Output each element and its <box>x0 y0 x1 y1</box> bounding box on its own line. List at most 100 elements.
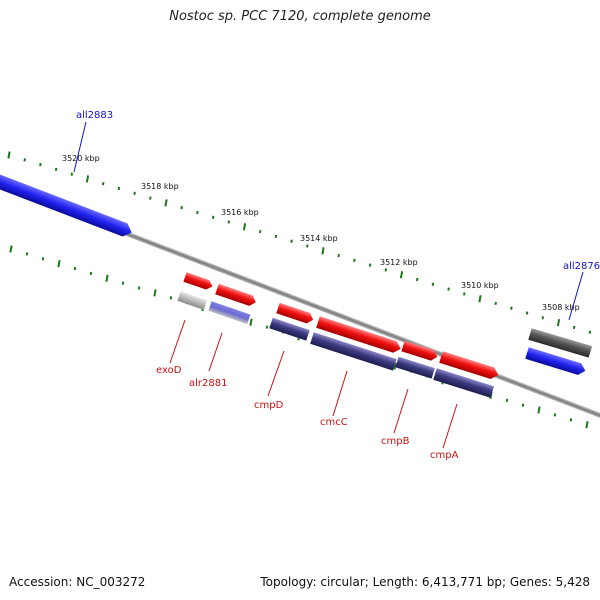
minor-tick <box>306 244 309 248</box>
callout-exoD <box>169 319 186 364</box>
callout-cmpD <box>267 350 285 397</box>
tick-label: 3520 kbp <box>62 154 100 163</box>
minor-tick <box>70 172 74 176</box>
tick-label: 3518 kbp <box>141 182 179 191</box>
gene-label-all2876[interactable]: all2876 <box>563 261 600 272</box>
genome-stats-text: Topology: circular; Length: 6,413,771 bp… <box>260 575 590 589</box>
gene-label-exoD[interactable]: exoD <box>156 365 182 376</box>
minor-tick <box>510 306 513 310</box>
callout-cmpA <box>442 403 458 449</box>
major-tick <box>7 151 11 159</box>
gene-label-cmcC[interactable]: cmcC <box>320 417 348 428</box>
minor-tick <box>494 301 497 306</box>
minor-tick <box>415 277 419 282</box>
major-tick <box>57 259 61 268</box>
accession-text: Accession: NC_003272 <box>9 575 146 589</box>
tick-label: 3516 kbp <box>221 208 259 217</box>
callout-lines <box>73 121 584 449</box>
protein-feature-cmpA[interactable] <box>433 368 495 398</box>
callout-all2883 <box>73 121 87 173</box>
protein-feature-cmpB[interactable] <box>395 356 435 379</box>
cds-cmpB[interactable] <box>401 340 439 362</box>
minor-tick <box>23 158 26 162</box>
minor-tick <box>258 229 262 234</box>
minor-tick <box>588 330 592 334</box>
minor-tick <box>337 253 340 258</box>
cds-exoD[interactable] <box>183 272 214 291</box>
major-tick <box>249 318 253 326</box>
gene-all2883[interactable] <box>0 171 134 239</box>
minor-tick <box>101 182 105 186</box>
major-tick <box>585 421 589 429</box>
cds-cmcC[interactable] <box>316 316 402 354</box>
minor-tick <box>553 413 557 417</box>
tick-label: 3512 kbp <box>380 258 418 267</box>
minor-tick <box>180 206 183 210</box>
minor-tick <box>137 286 141 290</box>
major-tick <box>153 289 157 297</box>
map-title: Nostoc sp. PCC 7120, complete genome <box>169 9 431 24</box>
gene-all2876[interactable] <box>525 347 587 376</box>
minor-tick <box>274 234 278 239</box>
minor-tick <box>196 210 199 215</box>
minor-tick <box>149 196 152 200</box>
protein-feature-cmcC[interactable] <box>310 332 397 371</box>
misc-feature-alr2881[interactable] <box>208 301 251 325</box>
major-tick <box>393 362 397 370</box>
gene-label-cmpD[interactable]: cmpD <box>254 400 284 411</box>
minor-tick <box>353 258 356 262</box>
major-tick <box>164 199 168 207</box>
gene-label-alr2881[interactable]: alr2881 <box>189 378 227 389</box>
misc-feature-exoD[interactable] <box>177 291 208 310</box>
minor-tick <box>39 162 42 167</box>
minor-tick <box>121 281 125 285</box>
minor-tick <box>525 311 529 315</box>
minor-tick <box>73 266 77 271</box>
gene-label-cmpB[interactable]: cmpB <box>381 436 410 447</box>
gene-label-all2883[interactable]: all2883 <box>76 110 113 121</box>
cds-alr2881[interactable] <box>215 283 257 308</box>
major-tick <box>321 247 325 255</box>
major-tick <box>478 295 482 303</box>
minor-tick <box>569 418 573 422</box>
minor-tick <box>368 263 372 267</box>
callout-alr2881 <box>208 332 223 372</box>
minor-tick <box>447 287 450 291</box>
major-tick <box>399 271 404 279</box>
minor-tick <box>211 215 215 219</box>
callout-all2876 <box>568 271 584 321</box>
gene-reverse-gray[interactable] <box>528 328 593 358</box>
tick-label: 3510 kbp <box>461 281 499 290</box>
minor-tick <box>117 186 121 191</box>
minor-tick <box>41 257 45 261</box>
minor-tick <box>384 268 388 272</box>
major-tick <box>85 175 90 183</box>
tick-label: 3508 kbp <box>542 303 580 312</box>
minor-tick <box>572 325 576 330</box>
minor-tick <box>431 282 435 286</box>
protein-feature-cmpD[interactable] <box>269 317 310 341</box>
gene-label-cmpA[interactable]: cmpA <box>430 450 459 461</box>
minor-tick <box>541 316 545 320</box>
minor-tick <box>169 296 173 300</box>
minor-tick <box>505 398 509 402</box>
minor-tick <box>133 191 136 195</box>
minor-tick <box>521 403 525 407</box>
minor-tick <box>463 292 466 296</box>
cds-cmpD[interactable] <box>276 302 315 325</box>
tick-label: 3514 kbp <box>300 234 338 243</box>
major-tick <box>242 223 247 231</box>
major-tick <box>105 274 109 282</box>
callout-cmcC <box>332 370 348 417</box>
minor-tick <box>25 252 29 256</box>
cds-cmpA[interactable] <box>439 351 500 380</box>
outer-tick-ring <box>7 151 592 334</box>
major-tick <box>537 406 541 414</box>
callout-cmpB <box>393 388 409 434</box>
minor-tick <box>54 167 58 172</box>
minor-tick <box>290 239 293 243</box>
minor-tick <box>265 325 269 329</box>
tick-labels: 3520 kbp 3518 kbp 3516 kbp 3514 kbp 3512… <box>62 154 580 312</box>
